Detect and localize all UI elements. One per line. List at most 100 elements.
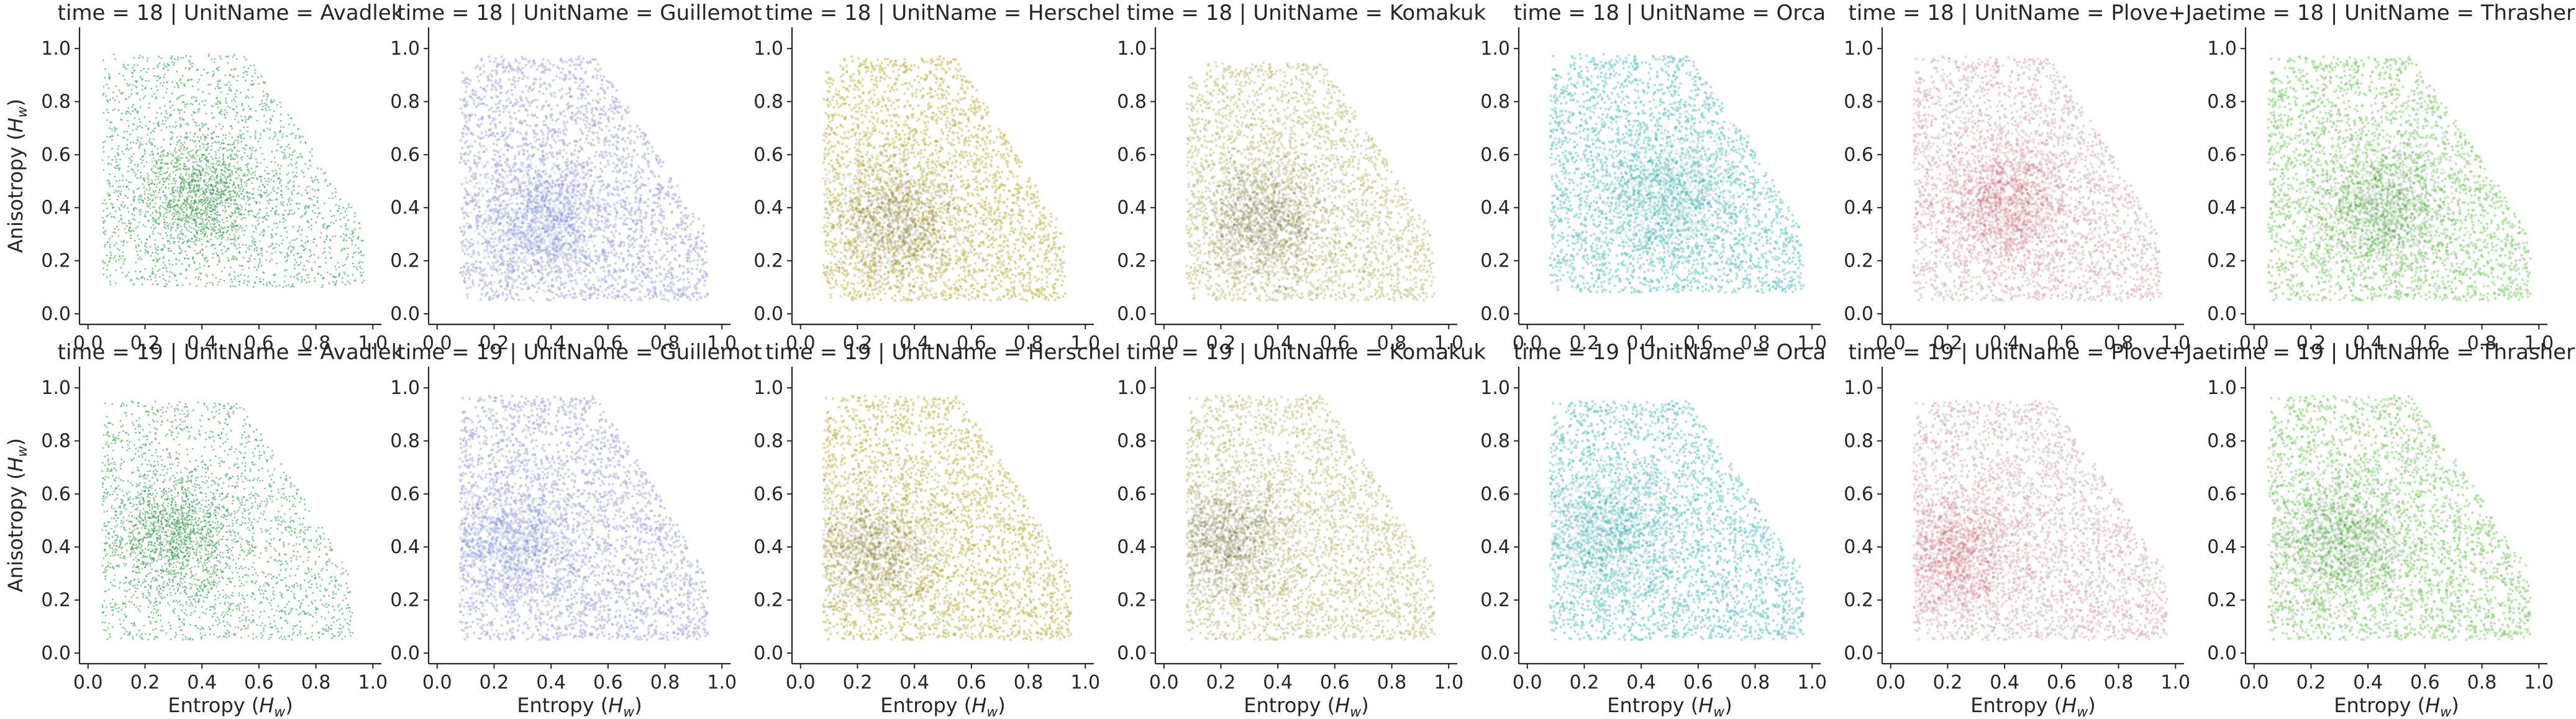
scatter-point xyxy=(280,129,281,132)
scatter-point xyxy=(254,135,257,137)
scatter-point xyxy=(621,295,624,298)
scatter-point xyxy=(178,252,180,254)
scatter-point xyxy=(475,201,478,204)
scatter-point xyxy=(655,267,658,270)
scatter-point xyxy=(488,214,491,218)
scatter-point xyxy=(355,267,357,268)
scatter-point xyxy=(652,286,655,290)
scatter-point xyxy=(262,217,264,219)
scatter-point xyxy=(260,175,263,178)
scatter-point xyxy=(188,173,190,176)
scatter-point xyxy=(220,190,222,193)
scatter-point xyxy=(544,124,548,127)
scatter-point xyxy=(624,157,628,160)
x-tick-label: 0.6 xyxy=(244,332,274,354)
scatter-point xyxy=(219,230,221,232)
scatter-point xyxy=(144,249,147,251)
scatter-point xyxy=(206,212,208,214)
scatter-point xyxy=(189,206,191,209)
scatter-point xyxy=(122,136,124,139)
scatter-point xyxy=(578,266,581,269)
scatter-point xyxy=(150,193,152,196)
scatter-point xyxy=(682,214,685,218)
scatter-point xyxy=(102,150,105,153)
scatter-point xyxy=(191,184,193,186)
scatter-point xyxy=(115,161,117,163)
scatter-point xyxy=(162,162,164,164)
scatter-point xyxy=(578,138,582,141)
scatter-point xyxy=(254,258,256,260)
scatter-point xyxy=(162,249,164,252)
scatter-point xyxy=(201,170,203,172)
scatter-point xyxy=(585,89,588,93)
scatter-point xyxy=(289,179,291,181)
scatter-point xyxy=(465,140,468,143)
scatter-point xyxy=(122,241,125,244)
scatter-point xyxy=(218,224,221,226)
scatter-point xyxy=(462,127,465,131)
scatter-point xyxy=(116,198,119,201)
scatter-point xyxy=(475,221,478,224)
scatter-point xyxy=(311,155,313,157)
scatter-point xyxy=(204,232,206,235)
scatter-point xyxy=(187,124,189,126)
scatter-point xyxy=(198,263,201,265)
scatter-point xyxy=(619,216,623,220)
scatter-point xyxy=(283,126,285,129)
scatter-point xyxy=(281,203,283,206)
scatter-point xyxy=(152,198,154,201)
scatter-point xyxy=(152,272,153,274)
scatter-point xyxy=(176,211,178,213)
scatter-point xyxy=(329,247,332,249)
scatter-point xyxy=(126,144,129,146)
scatter-point xyxy=(545,100,548,103)
scatter-point xyxy=(119,180,121,181)
scatter-point xyxy=(193,112,195,114)
scatter-point xyxy=(246,71,248,73)
scatter-point xyxy=(164,196,166,198)
scatter-point xyxy=(134,175,137,177)
scatter-point xyxy=(211,245,212,247)
scatter-point xyxy=(212,186,214,188)
scatter-point xyxy=(184,199,187,202)
scatter-point xyxy=(593,166,597,169)
scatter-point xyxy=(521,195,524,198)
scatter-point xyxy=(152,268,154,270)
scatter-point xyxy=(183,201,186,204)
scatter-point xyxy=(206,223,208,226)
scatter-point xyxy=(191,157,194,159)
scatter-point xyxy=(251,236,253,238)
scatter-point xyxy=(206,205,209,207)
scatter-point xyxy=(173,186,175,188)
scatter-point xyxy=(311,148,313,150)
scatter-point xyxy=(117,145,120,147)
scatter-point xyxy=(262,283,265,285)
scatter-point xyxy=(652,195,655,198)
scatter-point xyxy=(186,209,188,211)
scatter-point xyxy=(189,181,191,184)
scatter-point xyxy=(213,131,215,133)
scatter-point xyxy=(526,263,530,267)
scatter-point xyxy=(276,173,278,175)
scatter-point xyxy=(244,116,246,118)
scatter-point xyxy=(276,226,279,229)
scatter-point xyxy=(557,268,560,272)
scatter-point xyxy=(252,239,254,242)
scatter-point xyxy=(268,281,271,283)
scatter-point xyxy=(175,195,177,198)
scatter-point xyxy=(245,58,247,61)
scatter-point xyxy=(542,92,545,95)
scatter-point xyxy=(195,153,197,155)
scatter-point xyxy=(640,221,644,224)
scatter-point xyxy=(234,236,236,238)
scatter-point xyxy=(540,108,544,111)
scatter-point xyxy=(186,132,188,135)
scatter-point xyxy=(297,273,299,275)
scatter-point xyxy=(354,212,356,214)
scatter-point xyxy=(288,144,290,146)
scatter-point xyxy=(122,201,124,203)
scatter-point xyxy=(183,142,186,144)
scatter-point xyxy=(485,274,488,277)
scatter-point xyxy=(183,101,185,103)
scatter-point xyxy=(476,251,480,254)
